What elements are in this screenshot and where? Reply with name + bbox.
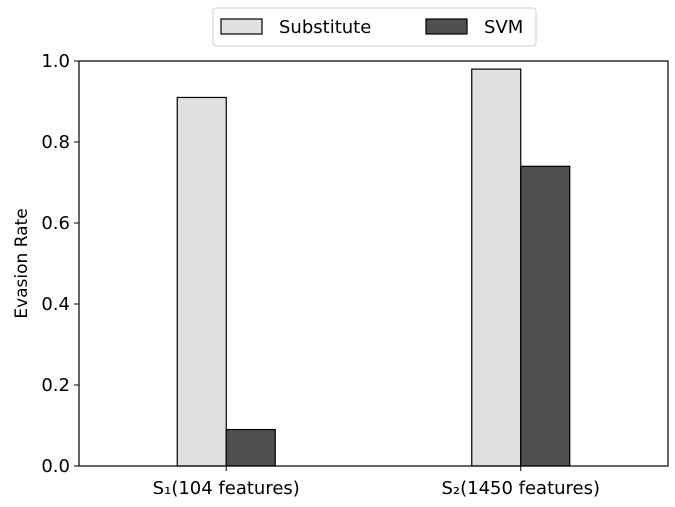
y-tick-label: 0.2	[41, 375, 70, 396]
legend-label-substitute: Substitute	[279, 17, 371, 38]
legend: Substitute SVM	[212, 7, 537, 47]
y-tick-label: 0.6	[41, 213, 70, 234]
bar-svm-1	[520, 165, 571, 467]
y-axis: 0.0 0.2 0.4 0.6 0.8 1.0	[41, 51, 79, 477]
x-tick-label: S₂(1450 features)	[441, 478, 600, 499]
bar-substitute-1	[471, 68, 522, 467]
bar-svm-0	[225, 428, 276, 467]
y-tick-label: 0.8	[41, 132, 70, 153]
bar-substitute-0	[176, 96, 227, 467]
y-tick-label: 0.0	[41, 456, 70, 477]
bars	[176, 68, 571, 467]
x-tick-label: S₁(104 features)	[153, 478, 300, 499]
legend-box	[212, 7, 537, 47]
legend-swatch-svm	[425, 18, 468, 35]
y-tick-label: 0.4	[41, 294, 70, 315]
plot-frame	[78, 60, 669, 467]
x-axis: S₁(104 features) S₂(1450 features)	[153, 466, 600, 499]
y-axis-label: Evasion Rate	[12, 208, 32, 318]
legend-label-svm: SVM	[484, 17, 523, 38]
legend-swatch-substitute	[220, 18, 263, 35]
y-tick-label: 1.0	[41, 51, 70, 72]
